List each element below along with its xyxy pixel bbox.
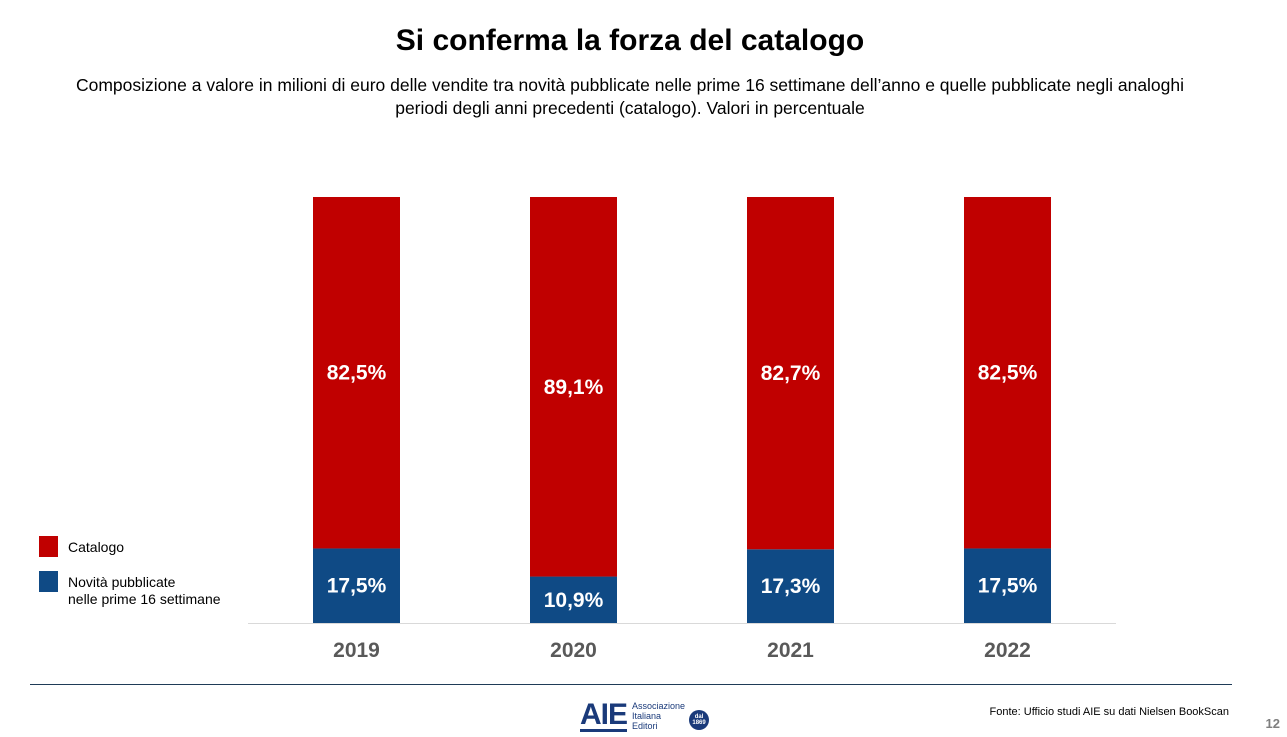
source-note: Fonte: Ufficio studi AIE su dati Nielsen… bbox=[989, 706, 1229, 718]
footer-divider bbox=[30, 684, 1232, 685]
x-tick-label-2022: 2022 bbox=[984, 639, 1031, 662]
bar-catalogo-2020 bbox=[530, 197, 617, 577]
bar-label-novita-2019: 17,5% bbox=[327, 575, 387, 598]
bar-label-catalogo-2019: 82,5% bbox=[327, 362, 387, 385]
bar-novita-2022 bbox=[964, 548, 1051, 623]
bar-label-novita-2022: 17,5% bbox=[978, 575, 1038, 598]
bar-novita-2020 bbox=[530, 576, 617, 623]
bar-catalogo-2021 bbox=[747, 197, 834, 550]
x-tick-label-2019: 2019 bbox=[333, 639, 380, 662]
bar-label-novita-2020: 10,9% bbox=[544, 589, 604, 612]
legend-swatch-novita bbox=[39, 571, 58, 592]
chart-title: Si conferma la forza del catalogo bbox=[395, 24, 865, 57]
bar-label-catalogo-2020: 89,1% bbox=[544, 376, 604, 399]
logo-text: Associazione Italiana Editori bbox=[632, 701, 686, 731]
legend-label-catalogo: Catalogo bbox=[68, 539, 125, 555]
page-number: 12 bbox=[1265, 716, 1280, 731]
logo-badge: dal 1869 bbox=[689, 710, 710, 730]
bar-label-catalogo-2021: 82,7% bbox=[761, 362, 821, 385]
bar-catalogo-2019 bbox=[313, 197, 400, 549]
x-tick-label-2021: 2021 bbox=[767, 639, 814, 662]
aie-logo: AIE Associazione Italiana Editori dal 18… bbox=[580, 697, 710, 732]
bar-label-catalogo-2022: 82,5% bbox=[978, 362, 1038, 385]
chart-subtitle: Composizione a valore in milioni di euro… bbox=[75, 75, 1185, 118]
bar-novita-2021 bbox=[747, 549, 834, 623]
bar-novita-2019 bbox=[313, 548, 400, 623]
legend-item-catalogo: Catalogo bbox=[39, 536, 259, 557]
legend-item-novita: Novità pubblicate nelle prime 16 settima… bbox=[39, 571, 259, 608]
legend-label-novita: Novità pubblicate nelle prime 16 settima… bbox=[68, 574, 221, 607]
bar-catalogo-2022 bbox=[964, 197, 1051, 549]
logo-mark: AIE bbox=[580, 697, 628, 732]
bar-label-novita-2021: 17,3% bbox=[761, 575, 821, 598]
x-tick-label-2020: 2020 bbox=[550, 639, 597, 662]
legend-swatch-catalogo bbox=[39, 536, 58, 557]
legend: Catalogo Novità pubblicate nelle prime 1… bbox=[39, 536, 259, 622]
